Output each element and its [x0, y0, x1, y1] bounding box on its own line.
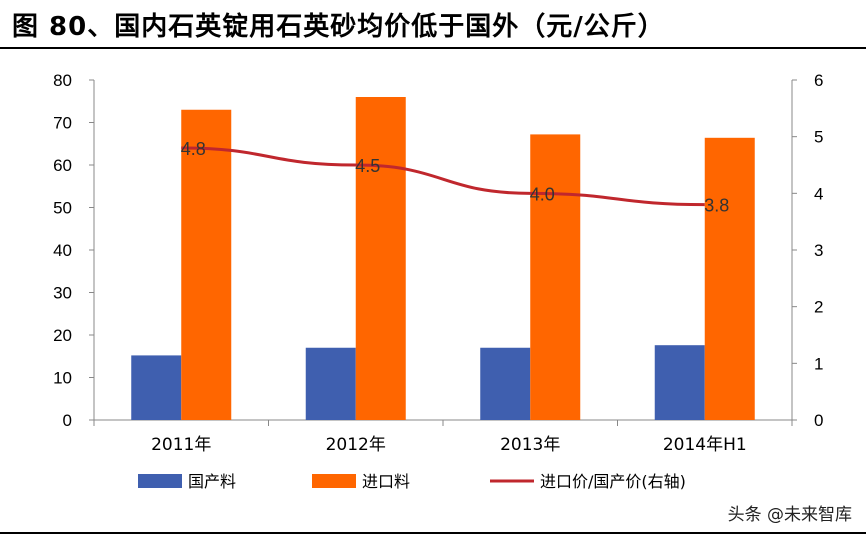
- legend-label: 进口价/国产价(右轴): [540, 472, 686, 491]
- y-right-tick-label: 5: [814, 128, 823, 147]
- y-left-tick-label: 40: [53, 241, 72, 260]
- y-left-tick-label: 50: [53, 199, 72, 218]
- bar-domestic: [131, 355, 182, 420]
- y-left-tick-label: 80: [53, 71, 72, 90]
- y-right-tick-label: 1: [814, 354, 823, 373]
- title-divider: [0, 47, 866, 49]
- bar-domestic: [480, 347, 531, 420]
- y-right-tick-label: 2: [814, 298, 823, 317]
- watermark: 头条 @未来智库: [727, 505, 852, 525]
- y-right-tick-label: 4: [814, 184, 823, 203]
- y-right-tick-label: 6: [814, 71, 823, 90]
- y-left-tick-label: 60: [53, 156, 72, 175]
- bar-domestic: [654, 345, 705, 420]
- x-tick-label: 2013年: [500, 435, 560, 455]
- legend-swatch-0: [138, 474, 182, 488]
- bar-imported: [704, 137, 755, 421]
- x-tick-label: 2012年: [326, 435, 386, 455]
- y-left-tick-label: 0: [63, 411, 72, 430]
- bar-imported: [530, 134, 581, 420]
- y-left-tick-label: 70: [53, 114, 72, 133]
- ratio-data-label: 4.8: [181, 139, 206, 159]
- title-bar: 图 80、国内石英锭用石英砂均价低于国外（元/公斤）: [0, 0, 866, 49]
- legend-label: 进口料: [362, 472, 410, 491]
- y-right-tick-label: 0: [814, 411, 823, 430]
- y-left-tick-label: 20: [53, 326, 72, 345]
- legend-swatch-1: [312, 474, 356, 488]
- chart-title: 图 80、国内石英锭用石英砂均价低于国外（元/公斤）: [12, 12, 665, 42]
- ratio-line: [181, 146, 705, 207]
- y-left-tick-label: 10: [53, 369, 72, 388]
- ratio-data-label: 4.5: [355, 156, 380, 176]
- x-tick-label: 2014年H1: [663, 435, 747, 455]
- legend-label: 国产料: [188, 472, 236, 491]
- y-left-tick-label: 30: [53, 284, 72, 303]
- bottom-divider: [0, 532, 866, 534]
- bar-domestic: [305, 347, 356, 420]
- bar-imported: [355, 97, 406, 420]
- y-right-tick-label: 3: [814, 241, 823, 260]
- bar-imported: [181, 109, 232, 420]
- ratio-data-label: 4.0: [530, 184, 555, 204]
- ratio-data-label: 3.8: [704, 196, 729, 216]
- x-tick-label: 2011年: [151, 435, 211, 455]
